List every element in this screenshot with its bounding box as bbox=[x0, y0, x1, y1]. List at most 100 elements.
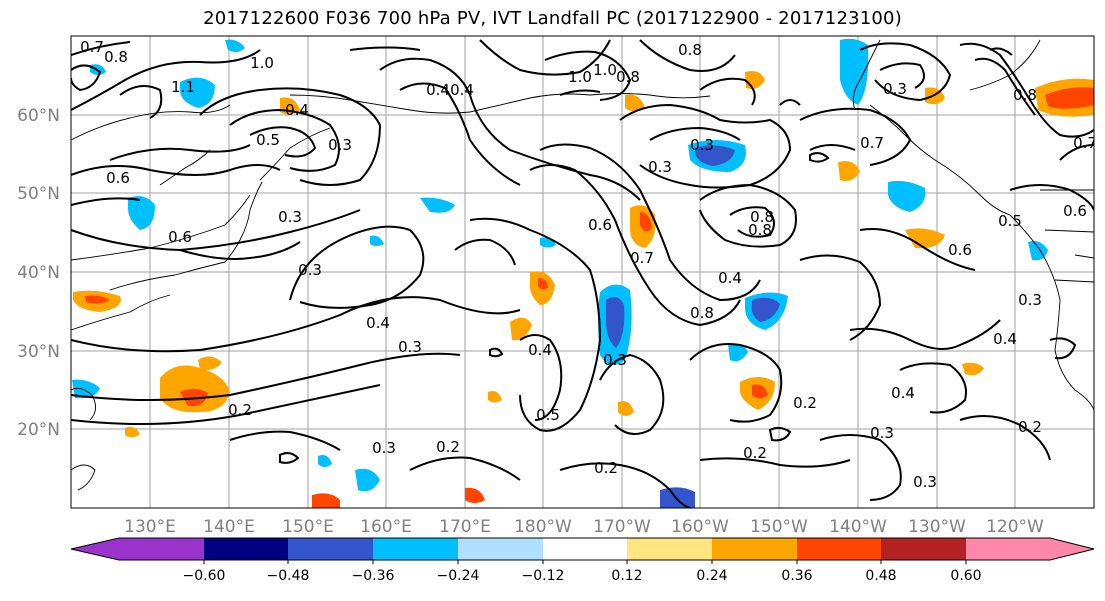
shade-positive bbox=[962, 362, 984, 376]
contour-label: 1.0 bbox=[568, 68, 592, 86]
colorbar-segment bbox=[458, 538, 543, 560]
contour-label: 0.4 bbox=[285, 101, 309, 119]
shade-positive bbox=[198, 356, 222, 371]
colorbar-tick-label: −0.48 bbox=[267, 568, 310, 584]
colorbar-outline bbox=[70, 537, 1095, 561]
colorbar-tick-label: −0.24 bbox=[437, 568, 480, 584]
shade-negative bbox=[888, 180, 926, 212]
colorbar-tick-label: 0.12 bbox=[611, 568, 642, 584]
contour-label: 0.2 bbox=[436, 438, 460, 456]
shade-positive-core bbox=[85, 295, 110, 304]
contour-label: 0.5 bbox=[536, 406, 560, 424]
contour-label: 0.8 bbox=[690, 304, 714, 322]
contour-label: 0.7 bbox=[80, 38, 104, 56]
contour-label: 0.5 bbox=[998, 212, 1022, 230]
shade-negative bbox=[128, 196, 155, 230]
contour-label: 0.4 bbox=[426, 81, 450, 99]
contour-label: 0.6 bbox=[1063, 202, 1087, 220]
latitude-label: 60°N bbox=[17, 106, 60, 126]
shade-negative bbox=[420, 197, 455, 213]
colorbar-segment bbox=[543, 538, 627, 560]
colorbar-tick-label: 0.36 bbox=[781, 568, 812, 584]
longitude-labels: 130°E 140°E 150°E 160°E 170°E 180°W 170°W 160°W… bbox=[124, 517, 1044, 537]
contour-label: 0.2 bbox=[594, 459, 618, 477]
colorbar-segment bbox=[204, 538, 288, 560]
shade-positive-core bbox=[180, 388, 208, 407]
contour-label: 0.8 bbox=[748, 221, 772, 239]
colorbar: −0.60 −0.48 −0.36 −0.24 −0.12 0.12 0.24 0.36 0.4… bbox=[70, 537, 1095, 584]
colorbar-tick-label: −0.12 bbox=[522, 568, 565, 584]
colorbar-tick-label: −0.36 bbox=[352, 568, 395, 584]
map-frame bbox=[70, 35, 1095, 509]
colorbar-tick-label: −0.60 bbox=[183, 568, 226, 584]
coastlines bbox=[71, 39, 1094, 491]
contour-label: 0.7 bbox=[860, 134, 884, 152]
contour-label: 0.6 bbox=[168, 228, 192, 246]
graticule bbox=[71, 36, 1094, 508]
shade-negative-core bbox=[695, 145, 735, 166]
shade-positive bbox=[625, 94, 645, 112]
shaded-anomalies bbox=[72, 38, 1094, 508]
latitude-label: 50°N bbox=[17, 184, 60, 204]
shade-positive bbox=[905, 228, 945, 249]
contour-label: 0.6 bbox=[588, 216, 612, 234]
longitude-label: 170°W bbox=[593, 517, 651, 537]
shade-positive bbox=[312, 493, 340, 508]
colorbar-segment bbox=[288, 538, 373, 560]
contour-label: 0.6 bbox=[106, 169, 130, 187]
shade-negative bbox=[180, 77, 215, 108]
shade-negative-core bbox=[751, 297, 780, 322]
longitude-label: 150°E bbox=[282, 517, 334, 537]
latitude-label: 30°N bbox=[17, 342, 60, 362]
longitude-label: 180°W bbox=[514, 517, 572, 537]
contour-label: 0.3 bbox=[870, 424, 894, 442]
contour-label: 0.3 bbox=[690, 136, 714, 154]
contour-label: 0.4 bbox=[891, 384, 915, 402]
colorbar-segment bbox=[119, 538, 204, 560]
longitude-label: 160°W bbox=[671, 517, 729, 537]
contour-label: 1.0 bbox=[250, 54, 274, 72]
contour-labels: 0.70.8 1.01.10.40.5 0.31.0 0.80.60.60.30.40… bbox=[80, 38, 1097, 491]
contour-label: 0.3 bbox=[913, 473, 937, 491]
contour-label: 0.3 bbox=[1018, 291, 1042, 309]
contour-label: 0.3 bbox=[278, 208, 302, 226]
longitude-label: 160°E bbox=[360, 517, 412, 537]
contour-label: 0.2 bbox=[228, 401, 252, 419]
chart-title: 2017122600 F036 700 hPa PV, IVT Landfall… bbox=[203, 8, 902, 29]
contour-label: 0.7 bbox=[1073, 134, 1097, 152]
colorbar-segment bbox=[797, 538, 881, 560]
shade-positive-core bbox=[752, 384, 768, 399]
contour-label: 0.4 bbox=[718, 269, 742, 287]
contour-label: 0.3 bbox=[398, 338, 422, 356]
colorbar-segment bbox=[881, 538, 966, 560]
shade-positive bbox=[838, 161, 860, 181]
contour-label: 1.0 bbox=[593, 61, 617, 79]
contour-label: 0.4 bbox=[993, 330, 1017, 348]
colorbar-tick-label: 0.24 bbox=[696, 568, 727, 584]
contour-label: 0.3 bbox=[298, 261, 322, 279]
shade-positive bbox=[618, 401, 634, 416]
longitude-label: 140°E bbox=[203, 517, 255, 537]
contour-label: 0.2 bbox=[1018, 418, 1042, 436]
longitude-label: 170°E bbox=[439, 517, 491, 537]
contour-label: 0.8 bbox=[104, 48, 128, 66]
latitude-label: 40°N bbox=[17, 263, 60, 283]
colorbar-segment bbox=[712, 538, 797, 560]
colorbar-tick-label: 0.48 bbox=[865, 568, 896, 584]
contour-label: 0.2 bbox=[793, 394, 817, 412]
colorbar-extension-min bbox=[71, 538, 119, 560]
latitude-label: 20°N bbox=[17, 420, 60, 440]
colorbar-extension-max bbox=[1050, 538, 1094, 560]
contour-label: 0.4 bbox=[528, 341, 552, 359]
latitude-labels: 60°N 50°N 40°N 30°N 20°N bbox=[17, 106, 60, 440]
contour-label: 0.3 bbox=[328, 136, 352, 154]
shade-positive-core bbox=[538, 278, 548, 290]
contour-label: 0.8 bbox=[678, 41, 702, 59]
shade-negative bbox=[225, 39, 245, 53]
longitude-label: 140°W bbox=[829, 517, 887, 537]
longitude-label: 130°E bbox=[124, 517, 176, 537]
shade-positive-core bbox=[1045, 87, 1094, 109]
contours bbox=[71, 39, 1094, 508]
contour-label: 1.1 bbox=[171, 78, 195, 96]
shade-negative bbox=[728, 343, 748, 362]
